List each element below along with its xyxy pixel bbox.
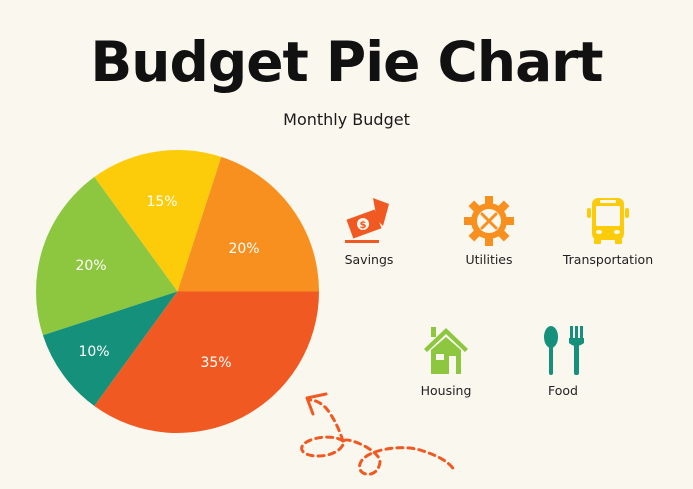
- svg-text:$: $: [360, 220, 367, 231]
- bus-icon: [587, 198, 629, 244]
- legend-item-savings: $ Savings: [336, 196, 402, 267]
- slice-label: 15%: [146, 194, 177, 210]
- gear-tools-icon: [464, 196, 514, 246]
- spoon-fork-icon: [544, 326, 584, 375]
- legend-label: Transportation: [562, 252, 654, 267]
- legend-label: Utilities: [465, 252, 513, 267]
- page-title: Budget Pie Chart: [90, 30, 603, 94]
- house-icon: [424, 327, 468, 374]
- legend-item-housing: Housing: [414, 325, 478, 398]
- slice-label: 20%: [228, 241, 259, 257]
- slice-label: 10%: [78, 344, 109, 360]
- legend-item-utilities: Utilities: [459, 196, 519, 267]
- pie-slice: [94, 291, 319, 433]
- legend-label: Food: [548, 383, 578, 398]
- legend-label: Savings: [344, 252, 394, 267]
- legend-label: Housing: [420, 383, 472, 398]
- legend-item-food: Food: [538, 325, 588, 398]
- legend-item-transportation: Transportation: [558, 196, 658, 267]
- slice-label: 35%: [200, 355, 231, 371]
- chart-subtitle: Monthly Budget: [283, 110, 410, 129]
- money-hand-icon: $: [345, 198, 389, 243]
- slice-label: 20%: [75, 258, 106, 274]
- pie-slice: [94, 150, 222, 292]
- pie-slice: [36, 177, 178, 336]
- pie-slice: [42, 291, 178, 406]
- pie-slice: [177, 156, 319, 292]
